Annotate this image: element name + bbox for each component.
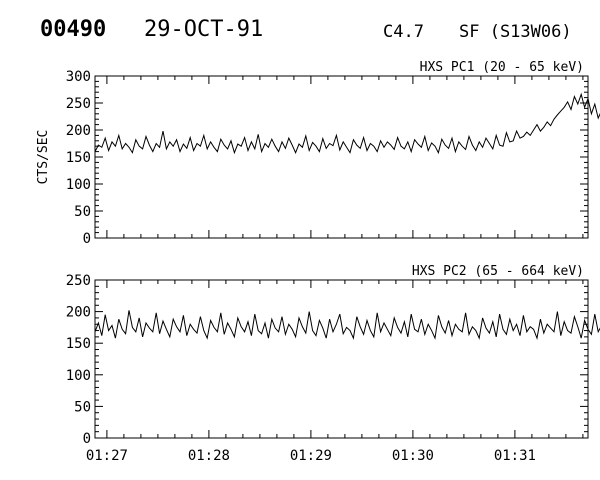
series-line-1 xyxy=(94,92,600,155)
y-tick-label: 50 xyxy=(74,399,91,415)
y-tick-label: 100 xyxy=(66,177,91,193)
plot-title-2: HXS PC2 (65 - 664 keV) xyxy=(412,264,584,279)
y-tick-label: 150 xyxy=(66,336,91,352)
y-tick-label: 0 xyxy=(83,431,91,447)
goes-class: C4.7 xyxy=(383,22,424,42)
x-tick-label: 01:28 xyxy=(188,448,230,464)
plot-title-1: HXS PC1 (20 - 65 keV) xyxy=(420,60,584,75)
series-line-2 xyxy=(94,310,600,340)
y-tick-label: 200 xyxy=(66,305,91,321)
event-date: 29-OCT-91 xyxy=(144,17,264,42)
y-tick-label: 100 xyxy=(66,368,91,384)
plot-frame-2 xyxy=(94,279,589,439)
flare-location: SF (S13W06) xyxy=(459,22,572,42)
y-tick-label: 200 xyxy=(66,123,91,139)
x-tick-label: 01:27 xyxy=(86,448,128,464)
plot-frame-1 xyxy=(94,75,589,239)
y-tick-label: 250 xyxy=(66,273,91,289)
x-tick-label: 01:30 xyxy=(392,448,434,464)
y-axis-label: CTS/SEC xyxy=(36,130,51,185)
y-tick-label: 250 xyxy=(66,96,91,112)
y-tick-label: 0 xyxy=(83,231,91,247)
event-id: 00490 xyxy=(40,17,107,42)
y-tick-label: 300 xyxy=(66,69,91,85)
x-tick-label: 01:29 xyxy=(290,448,332,464)
y-tick-label: 150 xyxy=(66,150,91,166)
y-tick-label: 50 xyxy=(74,204,91,220)
x-tick-label: 01:31 xyxy=(494,448,536,464)
